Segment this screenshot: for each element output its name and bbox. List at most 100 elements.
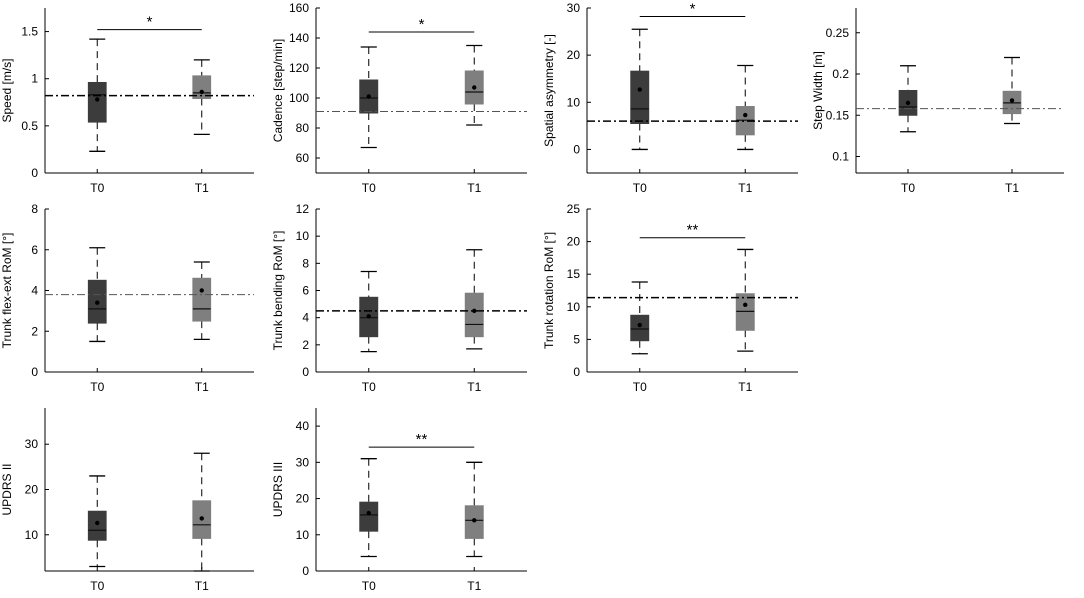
box-t1 bbox=[1002, 56, 1022, 125]
y-tick-label: 100 bbox=[289, 91, 309, 105]
x-tick-label: T0 bbox=[90, 380, 104, 394]
mean-dot bbox=[743, 302, 748, 308]
y-tick-label: 0 bbox=[302, 365, 309, 379]
chart-updrs-ii: 10 20 30 T0 T1 UPDRS II bbox=[0, 408, 254, 593]
y-tick-label: 40 bbox=[296, 419, 310, 433]
y-tick-label: 8 bbox=[302, 256, 309, 270]
y-tick-label: 25 bbox=[567, 202, 581, 216]
y-tick-label: 120 bbox=[289, 61, 309, 75]
y-tick-label: 30 bbox=[296, 455, 310, 469]
mean-dot bbox=[199, 516, 204, 521]
y-tick-label: 10 bbox=[25, 528, 39, 542]
mean-dot bbox=[366, 510, 371, 516]
y-tick-label: 140 bbox=[289, 31, 309, 45]
y-tick-label: 20 bbox=[567, 235, 581, 249]
y-tick-label: 15 bbox=[567, 267, 581, 281]
iqr-box bbox=[464, 292, 484, 338]
y-tick-label: 5 bbox=[573, 332, 580, 346]
y-axis-label: UPDRS II bbox=[0, 463, 14, 515]
mean-dot bbox=[905, 100, 911, 106]
y-tick-label: 8 bbox=[31, 202, 38, 216]
mean-dot bbox=[1009, 98, 1015, 103]
x-tick-label: T1 bbox=[195, 380, 209, 394]
y-tick-label: 30 bbox=[25, 437, 39, 451]
iqr-box bbox=[192, 277, 212, 322]
iqr-box bbox=[630, 314, 650, 342]
box-t1 bbox=[464, 461, 484, 558]
chart-updrs-iii: 0 10 20 30 40 T0 T1 UPDRS III ** bbox=[271, 408, 527, 593]
box-t1 bbox=[192, 452, 212, 572]
y-tick-label: 12 bbox=[296, 202, 310, 216]
y-tick-label: 1.5 bbox=[21, 25, 38, 39]
mean-dot bbox=[199, 288, 204, 293]
y-tick-label: 10 bbox=[567, 95, 581, 109]
mean-dot bbox=[743, 112, 748, 118]
iqr-box bbox=[735, 293, 755, 331]
chart-trunk-bending: 0 2 4 6 8 10 12 T0 T1 Trunk bending RoM [°] bbox=[271, 202, 527, 394]
y-axis-label: UPDRS III bbox=[271, 462, 285, 517]
box-t1 bbox=[735, 64, 755, 151]
x-tick-label: T0 bbox=[90, 181, 104, 195]
significance-label: ** bbox=[687, 222, 699, 239]
y-tick-label: 4 bbox=[31, 284, 38, 298]
box-t0 bbox=[359, 46, 379, 149]
y-tick-label: 60 bbox=[296, 151, 310, 165]
y-tick-label: 6 bbox=[302, 284, 309, 298]
y-tick-label: 20 bbox=[25, 483, 39, 497]
mean-dot bbox=[366, 314, 371, 319]
x-tick-label: T0 bbox=[90, 579, 104, 593]
y-tick-label: 2 bbox=[31, 324, 38, 338]
iqr-box bbox=[359, 501, 379, 532]
y-tick-label: 0 bbox=[31, 166, 38, 180]
chart-step-width: 0.1 0.15 0.2 0.25 T0 T1 Step Width [m] bbox=[811, 8, 1064, 195]
x-tick-label: T1 bbox=[467, 579, 481, 593]
box-t0 bbox=[359, 458, 379, 558]
y-tick-label: 80 bbox=[296, 121, 310, 135]
mean-dot bbox=[637, 87, 642, 92]
box-t0 bbox=[898, 65, 918, 133]
x-tick-label: T1 bbox=[1005, 181, 1019, 195]
x-tick-label: T0 bbox=[362, 181, 376, 195]
chart-spatial-asymmetry: 0 10 20 30 T0 T1 Spatial asymmetry [-] * bbox=[542, 0, 798, 195]
x-tick-label: T1 bbox=[467, 380, 481, 394]
mean-dot bbox=[637, 322, 642, 328]
y-tick-label: 20 bbox=[567, 48, 581, 62]
significance-label: * bbox=[147, 14, 153, 31]
y-tick-label: 0.5 bbox=[21, 119, 38, 133]
x-tick-label: T0 bbox=[633, 380, 647, 394]
chart-trunk-rotation: 0 5 10 15 20 25 T0 T1 Trunk rotation RoM [°] ** bbox=[542, 202, 798, 394]
significance-label: * bbox=[419, 16, 425, 33]
box-t0 bbox=[630, 281, 650, 355]
mean-dot bbox=[472, 308, 477, 314]
x-tick-label: T1 bbox=[195, 181, 209, 195]
y-axis-label: Step Width [m] bbox=[811, 51, 825, 130]
x-tick-label: T1 bbox=[195, 579, 209, 593]
y-tick-label: 0 bbox=[573, 365, 580, 379]
iqr-box bbox=[630, 70, 650, 124]
box-t0 bbox=[87, 475, 107, 568]
mean-dot bbox=[366, 94, 371, 99]
box-t1 bbox=[192, 59, 212, 135]
y-axis-label: Trunk rotation RoM [°] bbox=[542, 232, 556, 349]
y-axis-label: Spatial asymmetry [-] bbox=[542, 34, 556, 147]
mean-dot bbox=[95, 97, 100, 102]
iqr-box bbox=[87, 81, 107, 123]
box-t1 bbox=[192, 261, 212, 341]
significance-label: * bbox=[690, 0, 696, 17]
x-tick-label: T0 bbox=[362, 579, 376, 593]
x-tick-label: T0 bbox=[633, 181, 647, 195]
x-tick-label: T1 bbox=[738, 181, 752, 195]
y-tick-label: 6 bbox=[31, 243, 38, 257]
y-tick-label: 0.2 bbox=[832, 67, 849, 81]
y-tick-label: 10 bbox=[296, 229, 310, 243]
significance-label: ** bbox=[416, 431, 428, 448]
y-tick-label: 20 bbox=[296, 492, 310, 506]
y-tick-label: 4 bbox=[302, 311, 309, 325]
x-tick-label: T1 bbox=[467, 181, 481, 195]
mean-dot bbox=[199, 89, 204, 95]
chart-cadence: 60 80 100 120 140 160 T0 T1 Cadence [step/min] * bbox=[271, 1, 527, 195]
y-tick-label: 0.1 bbox=[832, 150, 849, 164]
y-tick-label: 2 bbox=[302, 338, 309, 352]
box-t1 bbox=[464, 249, 484, 350]
